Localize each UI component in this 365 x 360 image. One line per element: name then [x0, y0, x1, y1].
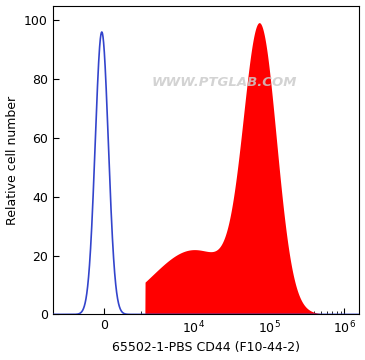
Y-axis label: Relative cell number: Relative cell number [5, 95, 19, 225]
X-axis label: 65502-1-PBS CD44 (F10-44-2): 65502-1-PBS CD44 (F10-44-2) [112, 341, 300, 355]
Text: WWW.PTGLAB.COM: WWW.PTGLAB.COM [152, 76, 297, 89]
